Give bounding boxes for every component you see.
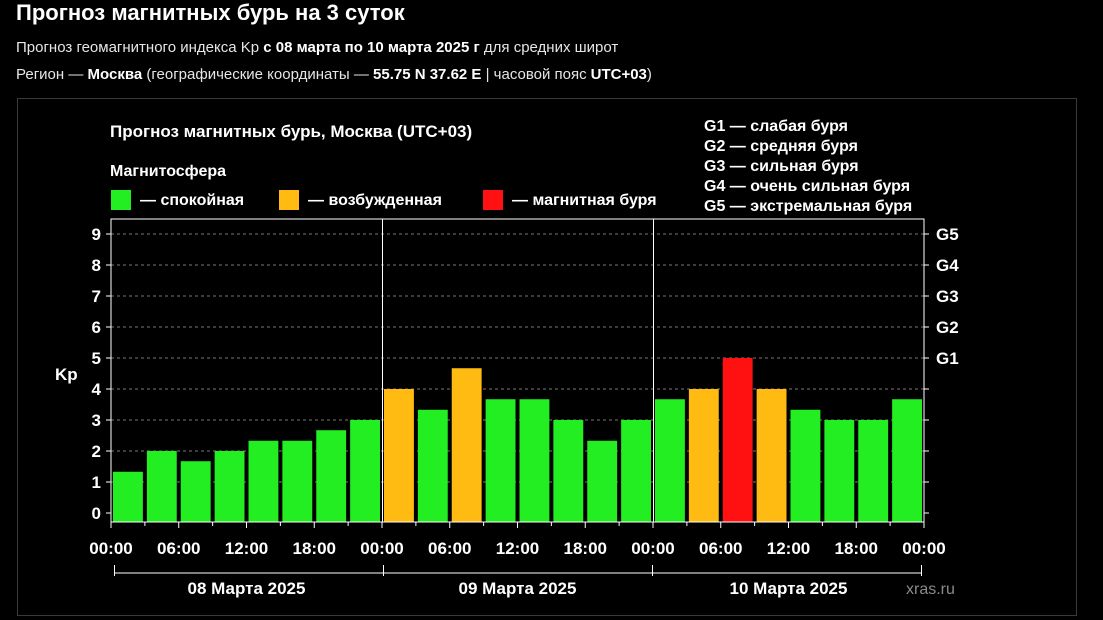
x-tick-label: 18:00 [564, 539, 607, 558]
date-range: с 08 марта по 10 марта 2025 г [263, 39, 480, 56]
bar [384, 389, 414, 522]
bar [688, 389, 719, 522]
bar [519, 399, 550, 522]
x-tick-label: 06:00 [428, 539, 471, 558]
y-tick-label: 2 [92, 442, 101, 461]
bar [282, 440, 313, 522]
chart-frame [17, 98, 1077, 616]
x-tick-label: 12:00 [767, 539, 810, 558]
bar [824, 420, 855, 522]
g-scale-item: G3 — сильная буря [704, 158, 859, 175]
bar [417, 409, 448, 522]
bar [722, 358, 753, 522]
y-tick-label: 0 [92, 504, 101, 523]
y-tick-label: 3 [92, 411, 101, 430]
g-tick-label: G1 [936, 349, 959, 368]
desc-text-1: Прогноз геомагнитного индекса Kp [16, 39, 260, 56]
g-scale-item: G1 — слабая буря [704, 118, 848, 135]
g-tick-label: G3 [936, 287, 959, 306]
y-tick-label: 5 [92, 349, 101, 368]
x-tick-label: 00:00 [902, 539, 945, 558]
bar [113, 471, 143, 522]
legend-title: Магнитосфера [110, 163, 226, 180]
g-scale-item: G5 — экстремальная буря [704, 198, 912, 215]
x-tick-label: 00:00 [89, 539, 132, 558]
x-tick-label: 00:00 [631, 539, 674, 558]
bar [655, 399, 685, 522]
chart-title: Прогноз магнитных бурь, Москва (UTC+03) [110, 122, 472, 141]
region-info: Регион — Москва (географические координа… [16, 66, 652, 83]
day-label: 08 Марта 2025 [188, 579, 306, 598]
x-tick-label: 12:00 [496, 539, 539, 558]
day-label: 09 Марта 2025 [459, 579, 577, 598]
y-tick-label: 7 [92, 287, 101, 306]
bars [113, 358, 922, 522]
bar [316, 430, 347, 522]
legend-label-excited: — возбужденная [308, 192, 442, 209]
bar [892, 399, 922, 522]
g-scale-item: G4 — очень сильная буря [704, 178, 910, 195]
bar [451, 368, 482, 522]
bar [553, 420, 584, 522]
x-tick-label: 00:00 [360, 539, 403, 558]
bar [146, 451, 177, 522]
legend-label-storm: — магнитная буря [512, 192, 657, 209]
g-scale-item: G2 — средняя буря [704, 138, 858, 155]
legend-label-calm: — спокойная [140, 192, 244, 209]
bar [621, 420, 651, 522]
y-axis-label: Kp [55, 365, 78, 384]
bar [350, 420, 380, 522]
bar [790, 409, 821, 522]
x-tick-label: 18:00 [835, 539, 878, 558]
y-tick-label: 9 [92, 225, 101, 244]
desc-text-2: для средних широт [483, 39, 619, 56]
watermark: xras.ru [906, 581, 955, 598]
close-paren: ) [646, 66, 652, 83]
g-tick-label: G4 [936, 256, 959, 275]
coords-prefix: (географические координаты — [146, 66, 369, 83]
g-tick-label: G2 [936, 318, 959, 337]
bar [214, 451, 245, 522]
timezone-value: UTC+03 [590, 66, 647, 83]
x-tick-label: 18:00 [293, 539, 336, 558]
region-prefix: Регион — [16, 66, 84, 83]
legend-swatch-excited [279, 190, 299, 210]
bar [587, 440, 618, 522]
x-tick-label: 06:00 [157, 539, 200, 558]
bar [180, 461, 211, 522]
region-city: Москва [87, 66, 143, 83]
y-tick-label: 6 [92, 318, 101, 337]
bar [248, 440, 279, 522]
y-tick-label: 4 [92, 380, 102, 399]
legend-swatch-storm [483, 190, 503, 210]
x-tick-label: 06:00 [699, 539, 742, 558]
legend-swatch-calm [111, 190, 131, 210]
g-scale-legend: G1 — слабая буря G2 — средняя буря G3 — си… [704, 118, 912, 215]
bar [485, 399, 516, 522]
forecast-description: Прогноз геомагнитного индекса Kp с 08 ма… [16, 39, 618, 56]
axes: 0 1 2 3 4 5 6 7 8 9 G1 G2 G3 G4 G5 00:00 06:00 12:00 18:00… [89, 218, 959, 598]
timezone-prefix: | часовой пояс [485, 66, 587, 83]
bar [756, 389, 787, 522]
y-tick-label: 1 [92, 473, 101, 492]
legend: — спокойная — возбужденная — магнитная бур… [111, 190, 657, 210]
g-tick-label: G5 [936, 225, 959, 244]
y-tick-label: 8 [92, 256, 101, 275]
day-label: 10 Марта 2025 [730, 579, 848, 598]
page-title: Прогноз магнитных бурь на 3 суток [16, 0, 405, 25]
coords-value: 55.75 N 37.62 E [373, 66, 482, 83]
x-tick-label: 12:00 [225, 539, 268, 558]
bar [858, 420, 889, 522]
